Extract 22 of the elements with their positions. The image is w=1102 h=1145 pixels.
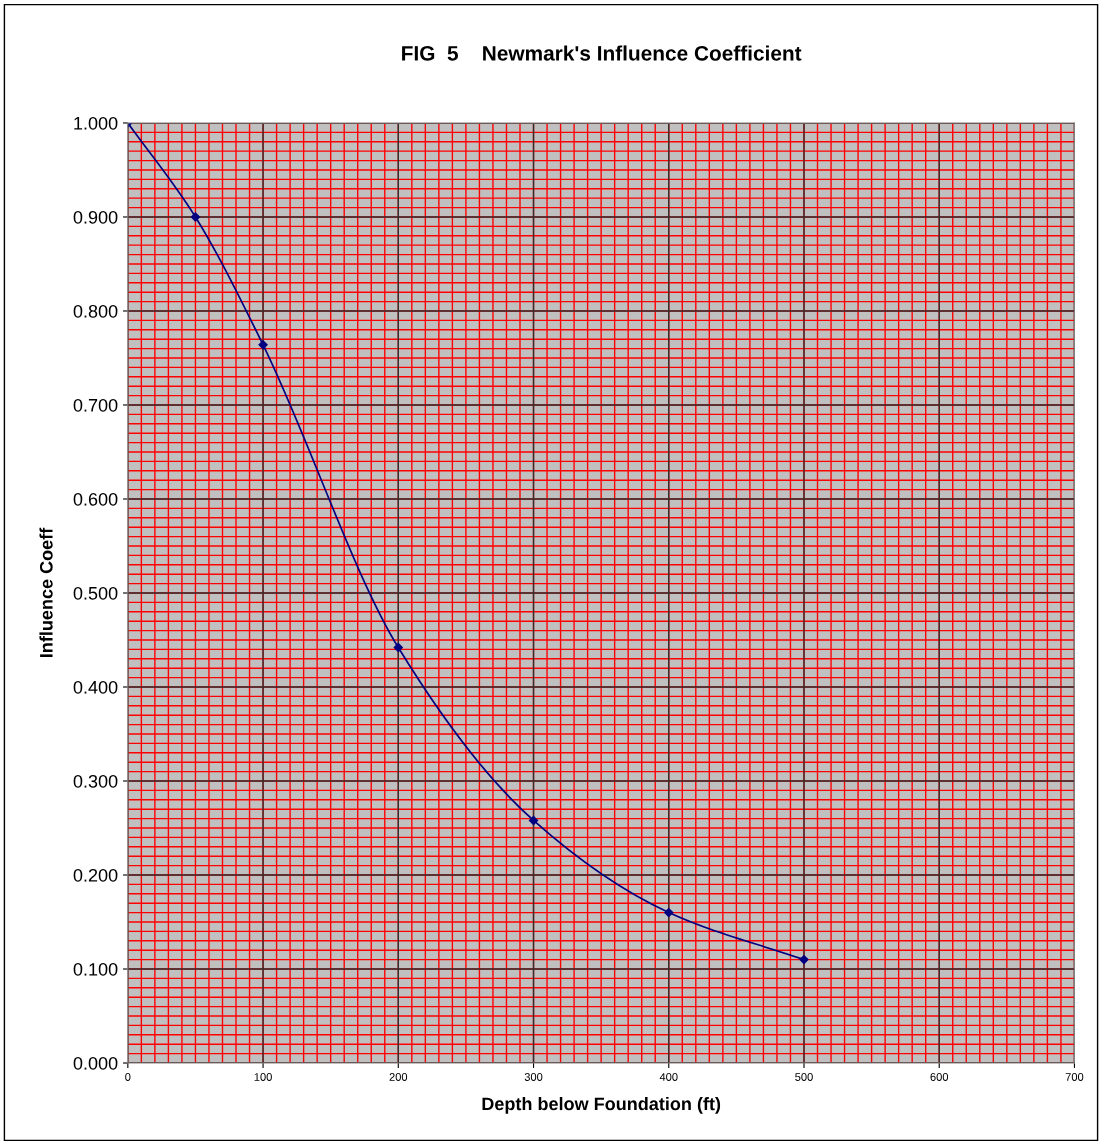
x-axis-title: Depth below Foundation (ft) xyxy=(482,1096,721,1114)
y-tick-label: 0.900 xyxy=(73,210,118,224)
y-tick-label: 0.800 xyxy=(73,304,118,318)
y-tick-label: 0.500 xyxy=(73,586,118,600)
x-tick-label: 700 xyxy=(1065,1073,1084,1081)
x-tick-label: 0 xyxy=(125,1073,131,1081)
y-tick-label: 0.400 xyxy=(73,680,118,694)
x-tick-label: 500 xyxy=(795,1073,813,1081)
chart-title: FIG 5 Newmark's Influence Coefficient xyxy=(402,45,802,61)
y-tick-label: 0.300 xyxy=(73,774,118,788)
x-tick-label: 200 xyxy=(389,1073,408,1081)
y-tick-label: 0.200 xyxy=(73,868,118,882)
y-tick-label: 0.100 xyxy=(73,962,118,976)
x-tick-label: 300 xyxy=(524,1073,543,1081)
y-tick-label: 1.000 xyxy=(74,116,118,130)
y-axis-title: Influence Coeff xyxy=(39,527,53,657)
y-tick-label: 0.600 xyxy=(73,492,118,506)
x-tick-label: 100 xyxy=(254,1073,272,1081)
y-tick-label: 0.000 xyxy=(73,1056,118,1070)
y-tick-label: 0.700 xyxy=(73,398,118,412)
x-tick-label: 400 xyxy=(659,1073,678,1081)
x-tick-label: 600 xyxy=(930,1073,949,1081)
